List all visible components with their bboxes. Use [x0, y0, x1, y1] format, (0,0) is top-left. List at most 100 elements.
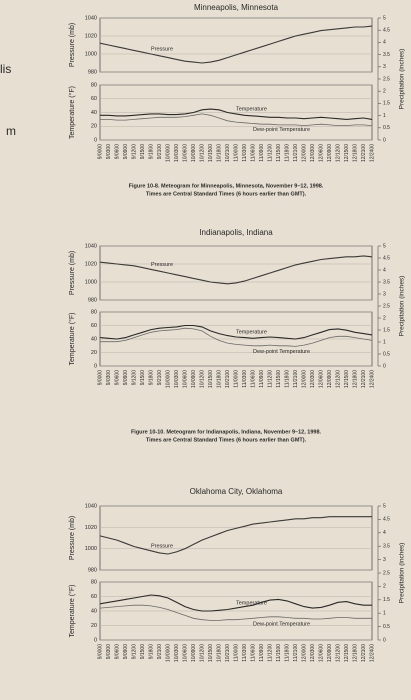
y2-tick-label: 1: [383, 611, 386, 617]
y-tick-label: 1020: [85, 525, 97, 531]
series-label: Pressure: [151, 543, 173, 549]
x-tick-label: 11/1200: [267, 644, 273, 662]
series-line: [100, 113, 373, 127]
x-tick-label: 11/1500: [276, 370, 282, 388]
x-tick-label: 9/0600: [114, 644, 120, 660]
x-tick-label: 9/0900: [123, 370, 129, 386]
y2-tick-label: 1: [383, 339, 386, 345]
y-axis-label: Temperature (°F): [68, 313, 76, 366]
x-tick-label: 11/2100: [293, 144, 299, 162]
y-axis-label: Pressure (mb): [69, 516, 76, 560]
y2-tick-label: 0.5: [383, 125, 390, 131]
y2-tick-label: 1.5: [383, 597, 390, 603]
x-tick-label: 11/1500: [276, 644, 282, 662]
x-tick-label: 9/1200: [131, 370, 137, 386]
panel-frame: [99, 17, 373, 73]
caption: Figure 10-8. Meteogram for Minneapolis, …: [129, 183, 324, 189]
x-tick-label: 11/0300: [242, 144, 248, 162]
x-tick-label: 10/0600: [182, 644, 188, 662]
x-tick-label: 9/1500: [140, 644, 146, 660]
series-label: Pressure: [151, 46, 173, 52]
y2-tick-label: 3: [383, 64, 386, 70]
x-tick-label: 12/0300: [310, 144, 316, 162]
x-tick-label: 11/0900: [259, 644, 265, 662]
x-tick-label: 11/2100: [293, 644, 299, 662]
x-tick-label: 11/0900: [259, 370, 265, 388]
y-tick-label: 40: [91, 608, 97, 614]
x-tick-label: 10/1500: [208, 144, 214, 162]
x-tick-label: 9/1800: [148, 644, 154, 660]
x-tick-label: 10/2100: [225, 370, 231, 388]
series-line: [100, 108, 373, 120]
x-tick-label: 12/0300: [310, 644, 316, 662]
x-tick-label: 12/2400: [369, 644, 375, 662]
x-tick-label: 9/0000: [97, 644, 103, 660]
x-tick-label: 9/0000: [97, 144, 103, 160]
x-tick-label: 10/0300: [174, 144, 180, 162]
x-tick-label: 12/0600: [318, 144, 324, 162]
y-tick-label: 1040: [85, 15, 97, 21]
y2-tick-label: 2.5: [383, 570, 390, 576]
y-tick-label: 1020: [85, 261, 97, 267]
series-line: [99, 324, 373, 340]
x-tick-label: 9/0300: [106, 370, 112, 386]
y2-tick-label: 5: [383, 243, 386, 249]
y-axis-label: Pressure (mb): [69, 251, 76, 295]
x-tick-label: 10/0900: [191, 644, 197, 662]
x-tick-label: 10/0900: [191, 370, 197, 388]
x-tick-label: 12/0900: [327, 370, 333, 388]
page-fragment: m: [6, 124, 16, 138]
x-tick-label: 12/0900: [327, 644, 333, 662]
y2-tick-label: 0: [383, 137, 386, 143]
x-tick-label: 10/2100: [225, 644, 231, 662]
series-line: [99, 516, 372, 555]
x-tick-label: 10/0900: [191, 144, 197, 162]
x-tick-label: 10/2100: [225, 144, 231, 162]
x-tick-label: 12/0000: [301, 644, 307, 662]
x-tick-label: 12/0600: [318, 370, 324, 388]
chart-title: Oklahoma City, Oklahoma: [190, 487, 283, 496]
x-tick-label: 11/1800: [284, 644, 290, 662]
x-tick-label: 10/1800: [216, 644, 222, 662]
y2-tick-label: 1.5: [383, 327, 390, 333]
y2-tick-label: 2: [383, 584, 386, 590]
x-tick-label: 10/1800: [216, 370, 222, 388]
series-label: Temperature: [236, 106, 267, 112]
caption: Times are Central Standard Times (6 hour…: [146, 437, 307, 443]
y-tick-label: 980: [88, 69, 97, 75]
y2-tick-label: 4.5: [383, 28, 390, 34]
x-tick-label: 9/2100: [157, 370, 163, 386]
y-tick-label: 1000: [85, 546, 97, 552]
x-tick-label: 12/2400: [369, 370, 375, 388]
caption: Times are Central Standard Times (6 hour…: [146, 191, 307, 197]
x-tick-label: 12/2100: [361, 370, 367, 388]
series-label: Temperature: [236, 329, 267, 335]
y2-tick-label: 2.5: [383, 303, 390, 309]
x-tick-label: 12/0300: [310, 370, 316, 388]
x-tick-label: 12/1500: [344, 644, 350, 662]
series-line: [99, 604, 372, 621]
x-tick-label: 10/0300: [174, 644, 180, 662]
x-tick-label: 10/1500: [208, 370, 214, 388]
y2-tick-label: 4: [383, 267, 386, 273]
y-tick-label: 980: [88, 567, 97, 573]
x-tick-label: 12/1500: [344, 370, 350, 388]
series-label: Pressure: [151, 262, 173, 268]
x-tick-label: 9/1800: [148, 370, 154, 386]
series-label: Dew-point Temperature: [253, 349, 310, 355]
x-tick-label: 11/1800: [284, 144, 290, 162]
x-tick-label: 9/0000: [97, 370, 103, 386]
x-tick-label: 10/0000: [165, 644, 171, 662]
series-line: [100, 327, 373, 347]
y-tick-label: 1040: [85, 503, 97, 509]
y2-tick-label: 0: [383, 637, 386, 643]
x-tick-label: 10/0600: [182, 144, 188, 162]
x-tick-label: 9/0600: [114, 144, 120, 160]
x-tick-label: 12/2400: [369, 144, 375, 162]
x-tick-label: 12/0000: [301, 144, 307, 162]
y-tick-label: 20: [91, 623, 97, 629]
y2-axis-label: Precipitation (inches): [399, 49, 406, 110]
x-tick-label: 10/0000: [165, 144, 171, 162]
x-tick-label: 9/0300: [106, 144, 112, 160]
